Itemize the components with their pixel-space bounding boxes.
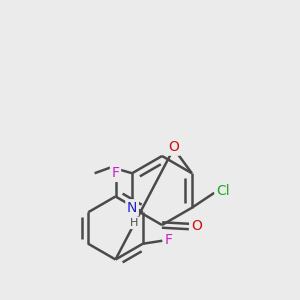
Text: N: N [127,201,137,215]
Text: F: F [112,167,119,180]
Text: Cl: Cl [216,184,230,198]
Text: H: H [129,218,138,228]
Text: F: F [165,233,173,247]
Text: O: O [168,140,179,154]
Text: O: O [191,220,202,233]
